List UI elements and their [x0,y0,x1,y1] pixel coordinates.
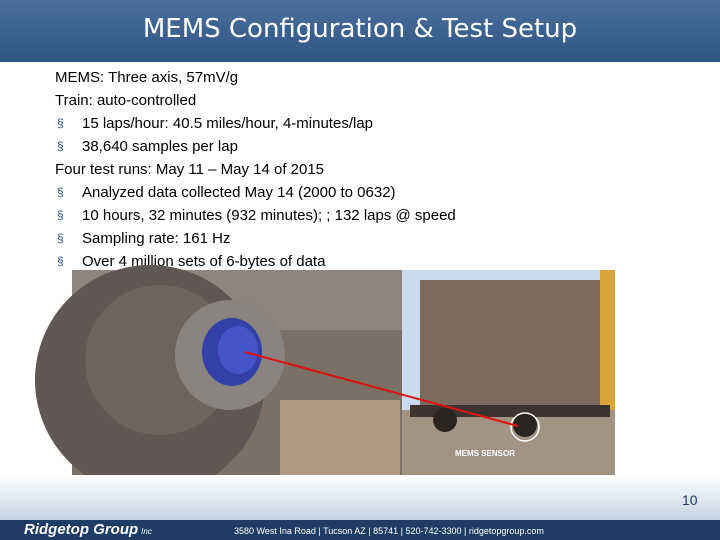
wheel-photo [35,265,402,495]
footer-bar [0,520,720,540]
pointer-line [244,351,519,427]
logo-suffix: Inc [141,527,152,536]
section-line: Train: auto-controlled [55,92,197,109]
bullet-item: Sampling rate: 161 Hz [55,227,456,250]
bullet-item: Analyzed data collected May 14 (2000 to … [55,181,456,204]
bullet-item: 15 laps/hour: 40.5 miles/hour, 4-minutes… [55,112,456,135]
section-line: MEMS: Three axis, 57mV/g [55,69,239,86]
slide-body: MEMS: Three axis, 57mV/g Train: auto-cont… [55,66,456,273]
logo: Ridgetop Group Inc [24,521,152,538]
section-line: Four test runs: May 11 – May 14 of 2015 [55,161,325,178]
train-photo: MEMS SENSOR [402,270,615,475]
photo-caption: MEMS SENSOR [455,449,515,458]
slide-title: MEMS Configuration & Test Setup [142,14,578,44]
footer-band [0,475,720,520]
page-number: 10 [682,492,698,508]
address: 3580 West Ina Road | Tucson AZ | 85741 |… [234,526,544,536]
title-bar: MEMS Configuration & Test Setup [0,0,720,62]
bullet-item: 38,640 samples per lap [55,135,456,158]
logo-text: Ridgetop Group [24,521,139,538]
bullet-item: 10 hours, 32 minutes (932 minutes); ; 13… [55,204,456,227]
